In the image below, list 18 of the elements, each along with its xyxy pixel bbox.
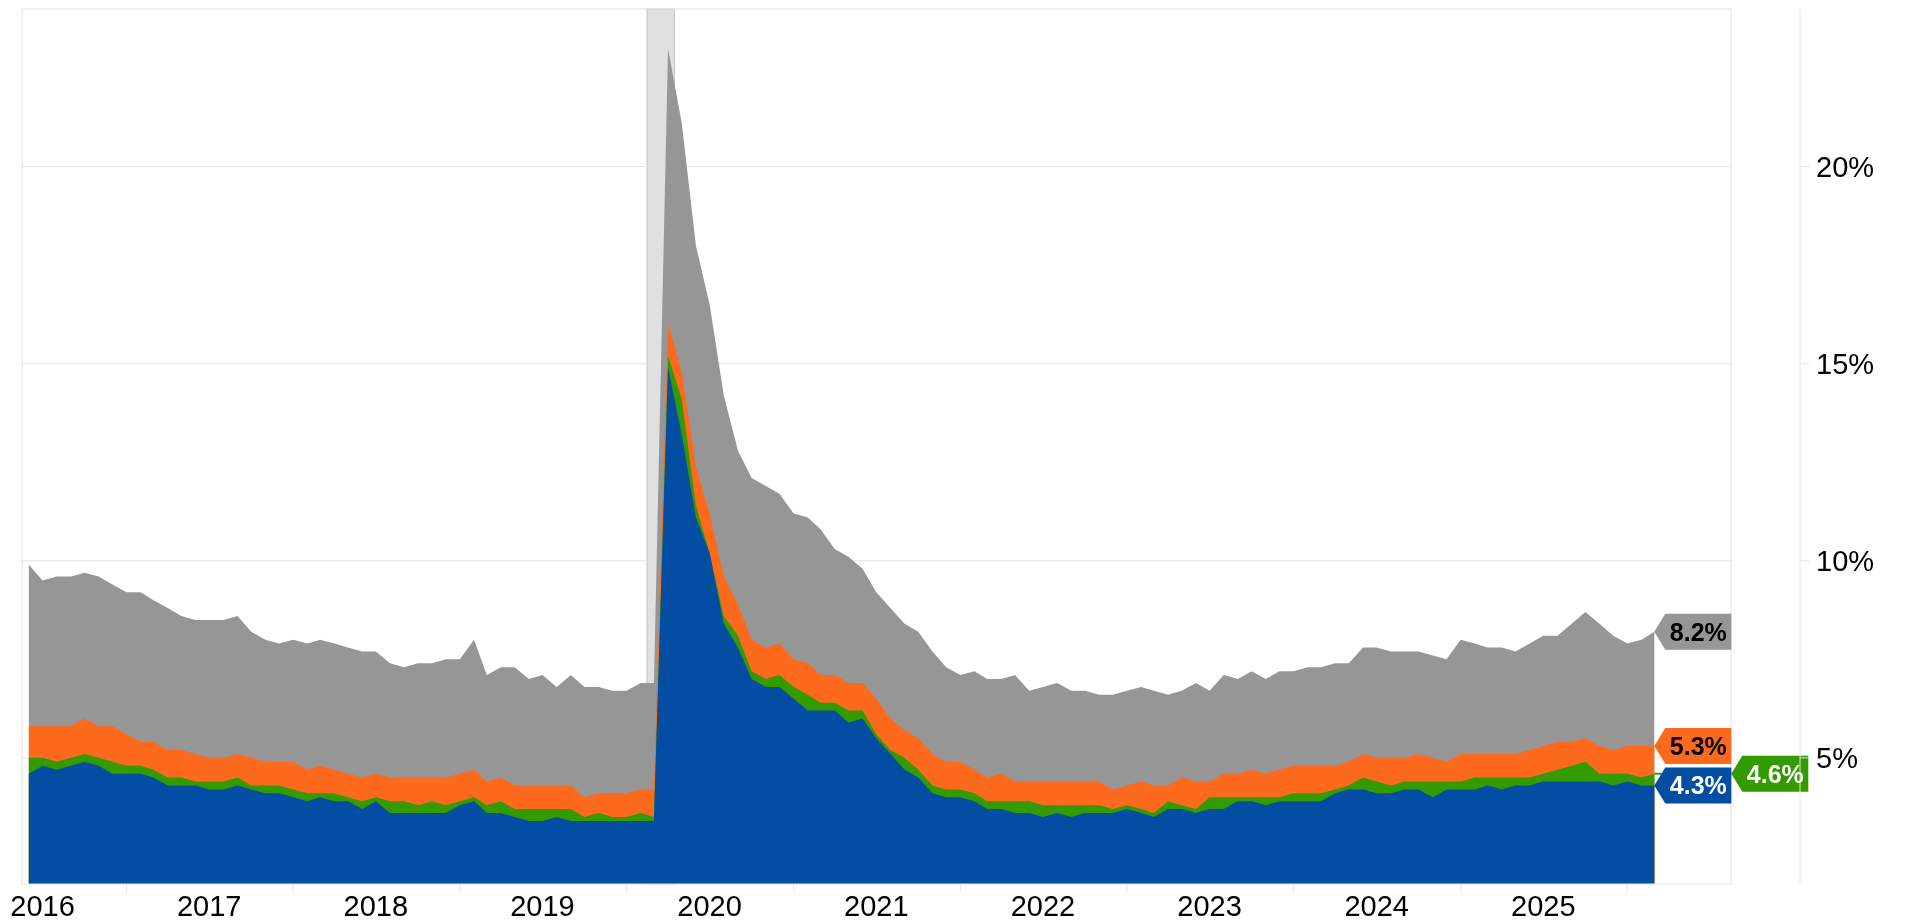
data-label: 4.3% <box>1669 771 1727 800</box>
data-label: 5.3% <box>1669 732 1727 761</box>
x-tick-label: 2020 <box>677 890 742 921</box>
x-tick-label: 2019 <box>510 890 575 921</box>
x-tick-label: 2025 <box>1511 890 1576 921</box>
data-label: 8.2% <box>1669 617 1727 646</box>
y-tick-label: 10% <box>1816 545 1875 578</box>
x-tick-label: 2016 <box>10 890 75 921</box>
x-tick-label: 2021 <box>844 890 909 921</box>
x-tick-label: 2024 <box>1344 890 1409 921</box>
x-tick-label: 2022 <box>1010 890 1076 921</box>
y-tick-label: 5% <box>1816 742 1858 775</box>
data-label: 4.6% <box>1746 759 1804 788</box>
x-tick-label: 2017 <box>176 890 242 921</box>
y-tick-label: 15% <box>1816 348 1875 381</box>
x-tick-label: 2018 <box>343 890 409 921</box>
x-tick-label: 2023 <box>1177 890 1242 921</box>
y-tick-label: 20% <box>1816 151 1875 184</box>
